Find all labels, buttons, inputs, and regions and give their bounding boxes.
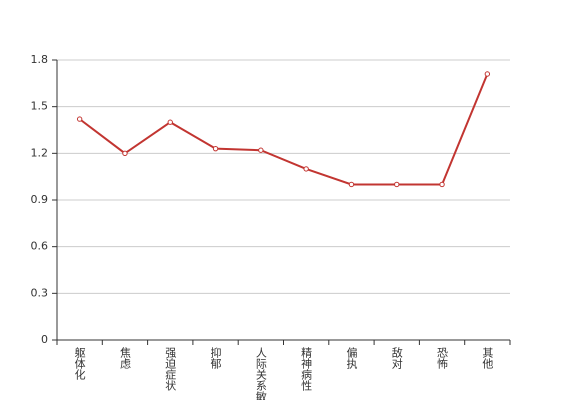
y-tick-label: 0	[41, 333, 48, 346]
x-tick-label: 精神病性	[300, 347, 313, 392]
point	[76, 116, 83, 122]
x-tick-label: 人际关系敏感	[254, 347, 267, 400]
point	[212, 145, 219, 152]
x-tick-label: 其他	[481, 347, 494, 369]
x-tick-label: 恐怖	[436, 347, 449, 369]
x-tick-label: 躯体化	[73, 347, 86, 381]
x-tick-label: 抑郁	[209, 346, 222, 369]
point	[122, 150, 128, 157]
line	[79, 73, 489, 186]
point	[439, 181, 445, 188]
point	[348, 181, 355, 188]
point	[258, 147, 264, 153]
x-tick-label: 偏执	[345, 346, 358, 370]
point	[394, 181, 400, 188]
y-tick-label: 0.6	[31, 240, 49, 253]
y-tick-label: 1.8	[31, 53, 49, 66]
y-tick-label: 1.5	[31, 100, 49, 113]
point	[303, 166, 309, 172]
x-tick-label: 强迫症状	[164, 347, 177, 391]
x-tick-label: 焦虑	[118, 347, 131, 369]
point	[167, 119, 173, 125]
point	[484, 71, 491, 77]
y-tick-label: 0.9	[31, 193, 49, 206]
y-tick-label: 1.2	[31, 146, 49, 159]
y-tick-label: 0.3	[31, 286, 49, 299]
x-tick-label: 敌对	[390, 346, 403, 369]
